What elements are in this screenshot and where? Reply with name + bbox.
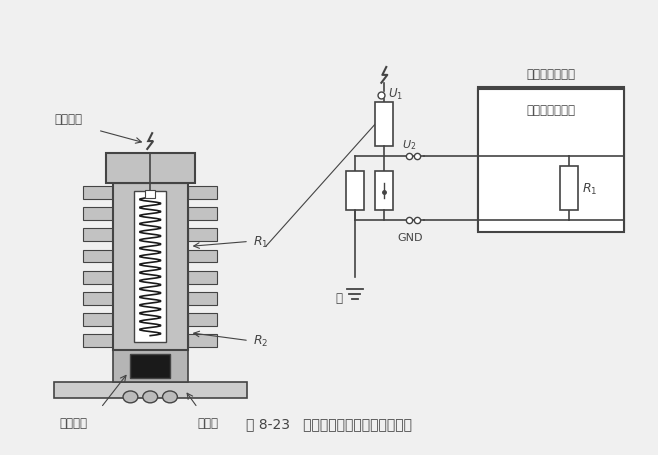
Text: 二次连接: 二次连接 (59, 416, 87, 429)
Bar (188, 229, 217, 242)
Bar (376, 102, 393, 147)
Bar (83, 271, 113, 284)
Text: $U_1$: $U_1$ (388, 87, 403, 102)
Bar (478, 87, 624, 230)
Ellipse shape (163, 391, 178, 403)
Bar (83, 208, 113, 221)
Text: GND: GND (397, 233, 422, 243)
Bar (376, 172, 393, 211)
Ellipse shape (143, 391, 158, 403)
Bar (478, 90, 624, 233)
Bar (188, 313, 217, 326)
Bar (130, 354, 170, 378)
Ellipse shape (123, 391, 138, 403)
Text: $R_1$: $R_1$ (253, 234, 268, 249)
Text: 安装板: 安装板 (197, 416, 218, 429)
Text: 地: 地 (336, 291, 343, 304)
Bar (83, 187, 113, 199)
Bar (346, 172, 364, 211)
Bar (560, 167, 578, 211)
Text: $R_2$: $R_2$ (253, 334, 268, 349)
Bar (106, 154, 195, 183)
Text: 保护和控制设备: 保护和控制设备 (527, 104, 576, 117)
Bar (83, 334, 113, 347)
Bar (145, 191, 155, 199)
Bar (134, 192, 166, 342)
Text: 图 8-23   基于电阻分压器的电压传感器: 图 8-23 基于电阻分压器的电压传感器 (246, 417, 412, 430)
Text: $R_1$: $R_1$ (582, 181, 597, 196)
Bar (83, 313, 113, 326)
Text: 一次连接: 一次连接 (54, 113, 82, 126)
Bar (188, 271, 217, 284)
Bar (188, 292, 217, 305)
Bar (188, 208, 217, 221)
Bar (83, 229, 113, 242)
Bar (83, 250, 113, 263)
Bar (83, 292, 113, 305)
Bar (188, 250, 217, 263)
Bar (54, 382, 247, 398)
Text: 保护和控制设备: 保护和控制设备 (527, 68, 576, 81)
Bar (113, 183, 188, 351)
Bar (113, 351, 188, 382)
Text: $U_2$: $U_2$ (402, 138, 417, 152)
Bar (188, 334, 217, 347)
Bar (188, 187, 217, 199)
